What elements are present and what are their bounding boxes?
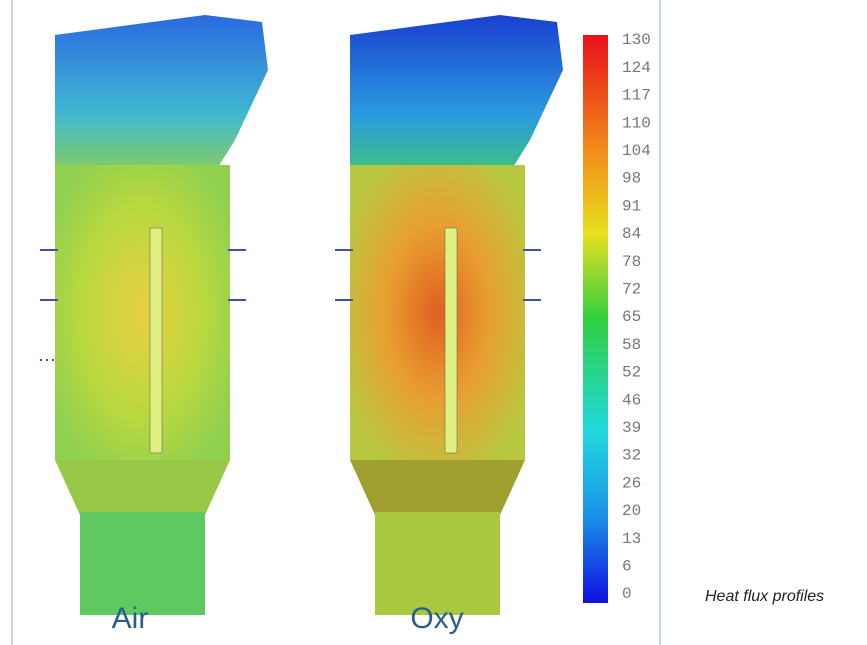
colorbar-tick-label: 32	[622, 447, 641, 465]
furnace-oxy: Oxy	[335, 15, 563, 635]
colorbar-tick-label: 91	[622, 197, 641, 215]
colorbar-tick-label: 58	[622, 336, 641, 354]
colorbar-tick-label: 78	[622, 253, 641, 271]
colorbar-tick-label: 72	[622, 281, 641, 299]
figure: Air Oxy 13012411711010498918478726558524…	[0, 0, 867, 645]
caption: Heat flux profiles	[705, 588, 824, 605]
colorbar-tick-label: 39	[622, 419, 641, 437]
colorbar-tick-label: 98	[622, 170, 641, 188]
panel-label: Oxy	[410, 602, 463, 635]
colorbar-tick-label: 84	[622, 225, 641, 243]
colorbar-ticks: 1301241171101049891847872655852463932262…	[622, 31, 651, 603]
colorbar-tick-label: 104	[622, 142, 651, 160]
colorbar-tick-label: 117	[622, 87, 651, 105]
panel-label: Air	[112, 602, 149, 635]
colorbar-tick-label: 130	[622, 31, 651, 49]
colorbar-tick-label: 46	[622, 391, 641, 409]
colorbar-tick-label: 52	[622, 364, 641, 382]
colorbar-tick-label: 6	[622, 558, 632, 576]
colorbar-tick-label: 13	[622, 530, 641, 548]
colorbar	[583, 35, 608, 603]
colorbar-tick-label: 65	[622, 308, 641, 326]
colorbar-tick-label: 0	[622, 585, 632, 603]
colorbar-tick-label: 110	[622, 114, 651, 132]
colorbar-tick-label: 26	[622, 474, 641, 492]
colorbar-tick-label: 124	[622, 59, 651, 77]
colorbar-tick-label: 20	[622, 502, 641, 520]
furnace-air: Air	[40, 15, 268, 635]
